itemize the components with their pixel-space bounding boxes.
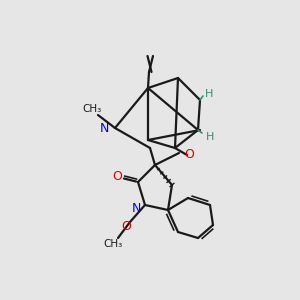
Text: H: H [205, 89, 213, 99]
Text: CH₃: CH₃ [103, 239, 123, 249]
Text: O: O [121, 220, 131, 233]
Text: O: O [184, 148, 194, 160]
Text: N: N [131, 202, 141, 214]
Text: O: O [112, 169, 122, 182]
Text: H: H [206, 132, 214, 142]
Text: CH₃: CH₃ [82, 104, 102, 114]
Text: N: N [99, 122, 109, 134]
